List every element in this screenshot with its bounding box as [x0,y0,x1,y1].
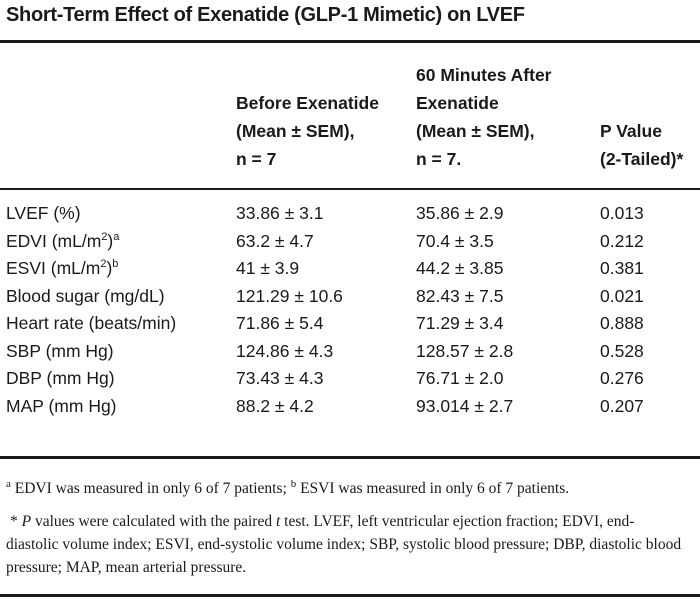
header-before-line: (Mean ± SEM), [236,121,355,141]
header-pvalue-line: P Value [600,121,662,141]
footnote-mark: b [112,258,119,271]
header-pvalue: P Value (2-Tailed)* [600,117,683,173]
before-value: 121.29 ± 10.6 [236,285,343,306]
before-value: 73.43 ± 4.3 [236,368,324,388]
unit-superscript: 2 [100,258,107,271]
bottom-table-rule [0,456,700,459]
p-value: 0.528 [600,340,644,361]
row-label: ESVI (mL/m2)b [6,258,118,279]
row-label: SBP (mm Hg) [6,340,114,361]
footnote-star: * P values were calculated with the pair… [6,510,686,579]
before-value: 63.2 ± 4.7 [236,230,314,251]
before-value: 124.86 ± 4.3 [236,340,334,361]
after-value: 71.29 ± 3.4 [416,313,504,333]
footnote-a-mark: a [6,477,11,490]
header-before-line: Before Exenatide [236,93,379,113]
footnote-b-text: ESVI was measured in only 6 of 7 patient… [296,480,570,497]
footnote-abbreviations: test. LVEF, left ventricular ejection fr… [6,513,682,576]
row-label: DBP (mm Hg) [6,368,115,388]
row-label-close: ) [107,230,114,251]
footnote-b-mark: b [290,477,297,490]
after-value: 35.86 ± 2.9 [416,203,504,223]
unit-superscript: 2 [101,230,108,243]
before-value: 88.2 ± 4.2 [236,395,314,416]
after-value: 44.2 ± 3.85 [416,258,504,278]
row-label: LVEF (%) [6,203,81,224]
row-label: EDVI (mL/m2)a [6,231,119,252]
row-label-text: LVEF (%) [6,203,81,223]
after-value: 70.4 ± 3.5 [416,230,494,251]
header-after: 60 Minutes After Exenatide (Mean ± SEM),… [416,61,552,173]
footnote-mark: a [113,230,120,243]
header-before: Before Exenatide (Mean ± SEM), n = 7 [236,89,379,173]
table-row: ESVI (mL/m2)b 41 ± 3.9 44.2 ± 3.85 0.381 [6,258,700,286]
table-body: LVEF (%) 33.86 ± 3.1 35.86 ± 2.9 0.013 E… [6,203,700,423]
header-after-line: 60 Minutes After [416,65,552,85]
p-value: 0.381 [600,258,644,278]
header-after-line: n = 7. [416,149,462,169]
bottom-rule [0,594,700,597]
p-value: 0.212 [600,230,644,251]
after-value: 128.57 ± 2.8 [416,340,514,361]
footnote-star-mark: * [10,513,22,530]
row-label: MAP (mm Hg) [6,395,117,416]
row-label: Heart rate (beats/min) [6,313,177,333]
header-after-line: Exenatide [416,93,499,113]
row-label: Blood sugar (mg/dL) [6,285,165,306]
table-row: Blood sugar (mg/dL) 121.29 ± 10.6 82.43 … [6,286,700,314]
table-row: Heart rate (beats/min) 71.86 ± 5.4 71.29… [6,313,700,341]
table-title: Short-Term Effect of Exenatide (GLP-1 Mi… [6,4,525,26]
top-rule [0,40,700,43]
table-row: LVEF (%) 33.86 ± 3.1 35.86 ± 2.9 0.013 [6,203,700,231]
header-rule [0,188,700,190]
footnote-t-italic: t [275,513,281,530]
p-value: 0.207 [600,395,644,416]
footnote-ab: a EDVI was measured in only 6 of 7 patie… [6,477,686,500]
row-label-close: ) [106,258,113,278]
before-value: 71.86 ± 5.4 [236,313,324,333]
table-row: MAP (mm Hg) 88.2 ± 4.2 93.014 ± 2.7 0.20… [6,396,700,424]
footnote-p-italic: P [21,513,32,530]
before-value: 41 ± 3.9 [236,258,300,278]
p-value: 0.276 [600,368,644,388]
footnote-a-text: EDVI was measured in only 6 of 7 patient… [10,480,291,497]
table-row: SBP (mm Hg) 124.86 ± 4.3 128.57 ± 2.8 0.… [6,341,700,369]
before-value: 33.86 ± 3.1 [236,203,324,223]
header-pvalue-line: (2-Tailed)* [600,149,684,169]
header-before-line: n = 7 [236,149,277,169]
row-label-text: EDVI (mL/m [6,230,102,251]
header-after-line: (Mean ± SEM), [416,121,535,141]
table-row: EDVI (mL/m2)a 63.2 ± 4.7 70.4 ± 3.5 0.21… [6,231,700,259]
after-value: 82.43 ± 7.5 [416,285,504,306]
footnote-star-text: values were calculated with the paired [31,513,276,530]
row-label-text: ESVI (mL/m [6,258,101,278]
p-value: 0.013 [600,203,644,223]
p-value: 0.888 [600,313,644,333]
after-value: 93.014 ± 2.7 [416,395,514,416]
table-row: DBP (mm Hg) 73.43 ± 4.3 76.71 ± 2.0 0.27… [6,368,700,396]
after-value: 76.71 ± 2.0 [416,368,504,388]
p-value: 0.021 [600,285,644,306]
